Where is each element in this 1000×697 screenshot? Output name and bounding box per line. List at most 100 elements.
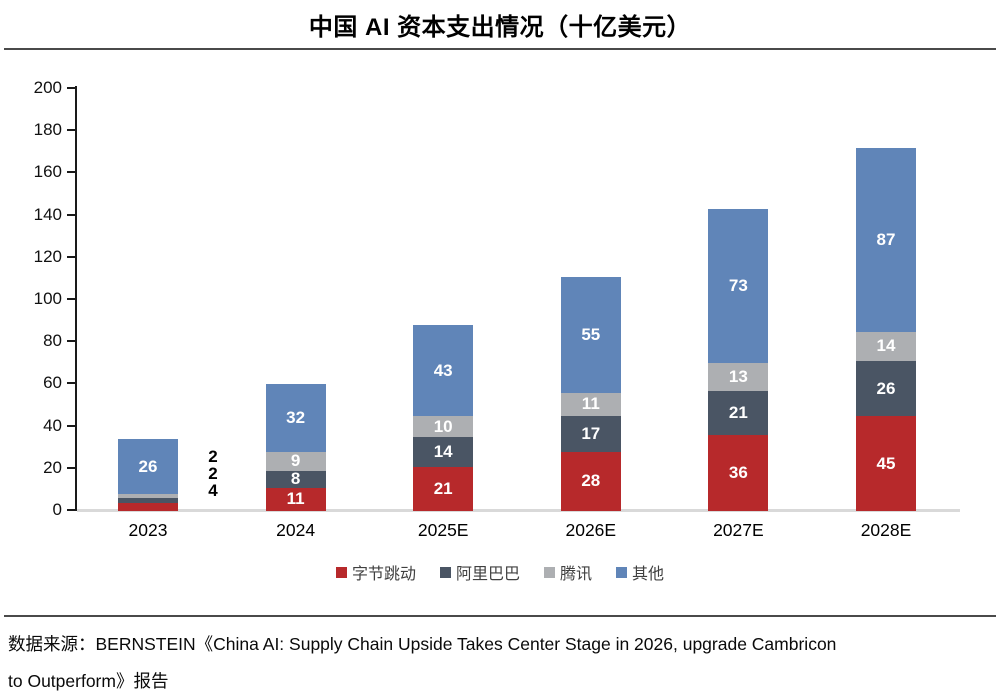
- bar-segment-阿里巴巴-2023: [118, 498, 178, 503]
- outside-value-label: 4: [208, 481, 218, 500]
- bar-segment-其他-2024: [265, 384, 326, 452]
- legend-swatch-icon: [616, 566, 628, 578]
- bar-value-label: 8: [290, 469, 301, 489]
- bar-value-label: 14: [433, 441, 453, 461]
- bar-segment-阿里巴巴-2026E: [560, 416, 621, 452]
- y-axis-tick-label: 80: [43, 331, 62, 351]
- bar-value-label: 28: [581, 471, 601, 491]
- y-axis-tick: [67, 87, 75, 89]
- bar-value-label: 9: [290, 451, 301, 471]
- source-line-1: 数据来源：BERNSTEIN《China AI: Supply Chain Up…: [8, 634, 837, 654]
- bar-segment-字节跳动-2026E: [560, 451, 621, 511]
- x-axis-label-2023: 2023: [128, 520, 168, 540]
- legend-swatch-icon: [544, 566, 555, 578]
- x-axis-label-2024: 2024: [276, 520, 316, 540]
- y-axis-tick-label: 140: [33, 204, 62, 224]
- y-axis-tick: [67, 509, 75, 511]
- bar-segment-其他-2027E: [708, 209, 769, 364]
- y-axis-tick-label: 20: [43, 457, 62, 477]
- x-axis-label-2025E: 2025E: [417, 520, 469, 540]
- legend-label: 字节跳动: [351, 566, 416, 583]
- chart-legend: 字节跳动 阿里巴巴 腾讯 其他: [0, 560, 1000, 584]
- chart-title: 中国 AI 资本支出情况（十亿美元）: [308, 14, 692, 41]
- source-line-2: to Outperform》报告: [8, 671, 169, 691]
- bar-segment-其他-2028E: [856, 148, 916, 332]
- bar-segment-阿里巴巴-2024: [265, 470, 326, 488]
- x-axis-line: [77, 509, 960, 512]
- y-axis-tick-label: 60: [43, 373, 62, 393]
- bar-value-label: 45: [876, 453, 896, 473]
- source-divider-line: [4, 615, 996, 617]
- bar-segment-其他-2025E: [413, 325, 474, 417]
- y-axis-tick: [67, 340, 75, 343]
- x-axis-label-2028E: 2028E: [860, 520, 912, 540]
- y-axis-tick-label: 200: [33, 78, 62, 97]
- bar-value-label: 26: [876, 378, 896, 398]
- bar-segment-腾讯-2026E: [560, 392, 621, 417]
- bar-value-label: 14: [876, 336, 896, 356]
- legend-label: 其他: [632, 566, 665, 583]
- y-axis-tick-label: 0: [52, 500, 62, 519]
- legend-label: 腾讯: [560, 566, 593, 583]
- bar-segment-字节跳动-2027E: [708, 435, 769, 511]
- bar-value-label: 11: [286, 489, 305, 509]
- bar-segment-腾讯-2025E: [413, 416, 474, 438]
- bar-value-label: 73: [728, 276, 748, 296]
- bar-segment-字节跳动-2023: [118, 502, 178, 511]
- y-axis-tick-label: 160: [33, 162, 62, 182]
- bar-value-label: 43: [433, 360, 453, 380]
- y-axis-tick: [67, 466, 75, 469]
- x-axis-label-2026E: 2026E: [565, 520, 617, 540]
- y-axis-tick: [67, 171, 75, 174]
- bar-segment-腾讯-2024: [265, 451, 326, 471]
- bar-segment-字节跳动-2025E: [413, 466, 474, 511]
- title-divider-line: [4, 48, 996, 50]
- stacked-bar-chart: 0 20 40 60 80 100 120 140 160 180 200 26 2023 11 8 9 32 2…: [0, 50, 1000, 560]
- y-axis-tick-label: 120: [33, 246, 62, 266]
- y-axis-tick: [67, 129, 75, 132]
- bar-segment-字节跳动-2028E: [856, 416, 916, 511]
- bar-value-label: 36: [728, 463, 748, 483]
- bar-segment-其他-2026E: [560, 276, 621, 393]
- x-axis-label-2027E: 2027E: [713, 520, 764, 540]
- legend-label: 阿里巴巴: [455, 566, 520, 583]
- source-note: 数据来源：BERNSTEIN《China AI: Supply Chain Up…: [8, 626, 992, 697]
- legend-item-腾讯: 腾讯: [544, 560, 592, 584]
- legend-swatch-icon: [439, 566, 451, 578]
- bar-value-label: 87: [876, 229, 896, 249]
- bar-value-label: 21: [433, 478, 453, 498]
- legend-item-阿里巴巴: 阿里巴巴: [439, 560, 520, 584]
- y-axis-tick-label: 100: [33, 289, 62, 308]
- y-axis-tick: [67, 298, 75, 300]
- y-axis-tick: [67, 382, 75, 385]
- y-axis-tick: [67, 255, 75, 258]
- bar-segment-阿里巴巴-2025E: [413, 437, 474, 467]
- legend-item-其他: 其他: [616, 560, 664, 584]
- y-axis-tick-label: 180: [33, 120, 62, 140]
- bar-value-label: 11: [581, 394, 600, 414]
- legend-item-字节跳动: 字节跳动: [335, 560, 416, 584]
- y-axis-line: [75, 86, 77, 511]
- bar-value-label: 32: [286, 408, 306, 428]
- bar-segment-腾讯-2023: [118, 494, 178, 499]
- bar-value-label: 21: [728, 402, 748, 422]
- bar-segment-腾讯-2027E: [708, 363, 769, 391]
- bar-value-label: 55: [581, 324, 601, 344]
- y-axis-tick: [67, 213, 75, 216]
- bar-value-label: 26: [138, 456, 158, 476]
- bar-value-label: 10: [433, 416, 453, 436]
- bar-segment-腾讯-2028E: [856, 331, 916, 362]
- bar-value-label: 17: [581, 423, 601, 443]
- bar-segment-阿里巴巴-2028E: [856, 361, 916, 417]
- legend-swatch-icon: [335, 566, 347, 578]
- bar-value-label: 13: [728, 367, 748, 386]
- bar-segment-其他-2023: [118, 439, 178, 495]
- outside-value-label: 2: [208, 447, 218, 466]
- bar-segment-字节跳动-2024: [265, 487, 326, 511]
- y-axis-tick-label: 40: [43, 415, 62, 435]
- outside-value-label: 2: [208, 464, 218, 483]
- y-axis-tick: [67, 424, 75, 427]
- bar-segment-阿里巴巴-2027E: [708, 390, 769, 436]
